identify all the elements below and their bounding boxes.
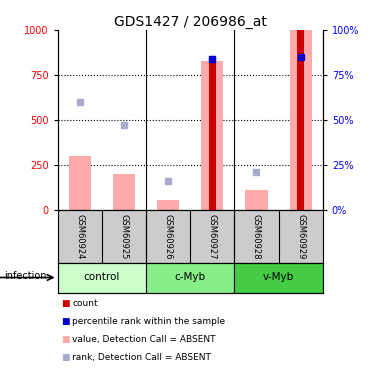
- Bar: [245, 190, 267, 210]
- Bar: [201, 61, 223, 210]
- Text: ■: ■: [61, 353, 69, 362]
- Text: ■: ■: [61, 299, 69, 308]
- Bar: [297, 30, 304, 210]
- Text: v-Myb: v-Myb: [263, 273, 294, 282]
- Text: control: control: [83, 273, 120, 282]
- Bar: [234, 262, 323, 292]
- Text: count: count: [72, 299, 98, 308]
- Text: percentile rank within the sample: percentile rank within the sample: [72, 317, 226, 326]
- Bar: [157, 200, 179, 210]
- Text: GSM60927: GSM60927: [208, 214, 217, 260]
- Text: rank, Detection Call = ABSENT: rank, Detection Call = ABSENT: [72, 353, 211, 362]
- Bar: [209, 61, 216, 210]
- Text: infection: infection: [4, 271, 46, 280]
- Text: GSM60928: GSM60928: [252, 214, 261, 260]
- Text: value, Detection Call = ABSENT: value, Detection Call = ABSENT: [72, 335, 216, 344]
- Text: c-Myb: c-Myb: [175, 273, 206, 282]
- Title: GDS1427 / 206986_at: GDS1427 / 206986_at: [114, 15, 267, 29]
- Text: GSM60926: GSM60926: [164, 214, 173, 260]
- Bar: [146, 262, 234, 292]
- Text: ■: ■: [61, 317, 69, 326]
- Text: GSM60929: GSM60929: [296, 214, 305, 260]
- Text: GSM60925: GSM60925: [119, 214, 128, 260]
- Bar: [290, 30, 312, 210]
- Text: ■: ■: [61, 335, 69, 344]
- Bar: [58, 262, 146, 292]
- Bar: [113, 174, 135, 210]
- Text: GSM60924: GSM60924: [75, 214, 84, 260]
- Bar: [69, 156, 91, 210]
